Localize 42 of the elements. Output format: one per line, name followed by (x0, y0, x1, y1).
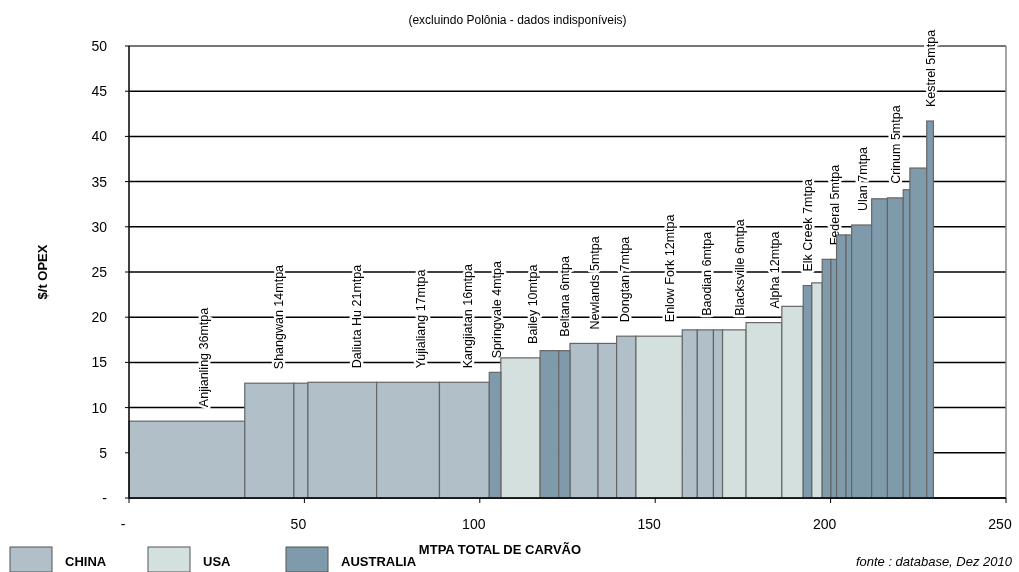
chart-title: (excluindo Polônia - dados indisponíveis) (408, 13, 627, 27)
y-tick-label: 35 (91, 173, 108, 190)
x-tick-label: 100 (462, 516, 486, 532)
annotation: Crinum 5mtpa (889, 105, 904, 184)
y-tick-label: 10 (91, 399, 108, 416)
y-tick-label: 45 (91, 83, 108, 100)
x-tick-label: 250 (988, 516, 1012, 532)
annotation: Shangwan 14mtpa (272, 264, 287, 370)
y-tick-label: 40 (91, 128, 108, 145)
annotation: Anjianling 36mtpa (196, 307, 211, 408)
y-axis-title: $/t OPEX (35, 244, 50, 300)
annotation: Enlow Fork 12mtpa (662, 214, 677, 323)
x-tick-label: 200 (812, 516, 837, 532)
y-tick-label: 25 (91, 263, 108, 280)
y-tick-label: - (102, 489, 108, 506)
annotation: Kangjiatan 16mtpa (461, 264, 476, 369)
x-tick-label: 50 (290, 516, 307, 532)
legend-label: CHINA (65, 554, 107, 569)
annotation: Blacksville 6mtpa (733, 219, 748, 316)
legend-label: AUSTRALIA (341, 554, 417, 569)
source-note: fonte : database, Dez 2010 (855, 554, 1013, 569)
y-tick-label: 15 (91, 354, 108, 371)
legend-label: USA (203, 554, 232, 569)
annotation: Alpha 12mtpa (768, 231, 783, 309)
annotation: Baodian 6mtpa (700, 231, 715, 316)
x-axis-title: MTPA TOTAL DE CARVÃO (418, 542, 582, 557)
x-tick-label: 150 (637, 516, 662, 532)
annotation: Kestrel 5mtpa (923, 29, 938, 108)
annotation: Elk Creek 7mtpa (801, 179, 816, 272)
annotation: Ulan 7mtpa (856, 147, 871, 211)
annotation: Daliuta Hu 21mtpa (349, 264, 364, 369)
annotation: Bailey 10mtpa (526, 264, 541, 344)
annotation: Newlands 5mtpa (587, 236, 602, 330)
y-tick-label: 5 (99, 444, 108, 461)
y-tick-label: 20 (91, 309, 108, 326)
y-tick-label: 30 (91, 218, 108, 235)
annotation: Beltana 6mtpa (557, 255, 572, 337)
annotation: Yujialiang 17mtpa (414, 269, 429, 369)
annotation: Dongtan 7mtpa (617, 236, 632, 323)
annotation: Springvale 4mtpa (489, 261, 504, 359)
x-tick-label: - (120, 516, 126, 532)
y-tick-label: 50 (91, 37, 108, 54)
